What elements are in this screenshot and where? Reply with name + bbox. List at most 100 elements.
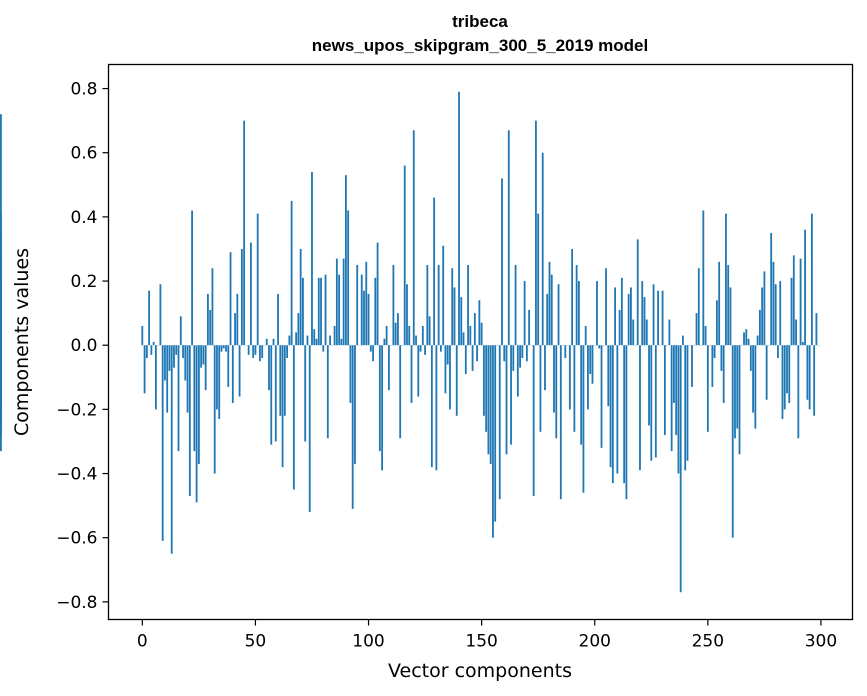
bar-component-12 bbox=[168, 345, 171, 371]
bar-component-22 bbox=[191, 210, 193, 346]
bar-component-194 bbox=[580, 345, 583, 445]
x-tick-label: 0 bbox=[137, 632, 148, 652]
bar-component-146 bbox=[471, 345, 474, 371]
bar-component-264 bbox=[738, 345, 741, 455]
x-axis-label: Vector components bbox=[388, 660, 572, 682]
bar-component-107 bbox=[383, 338, 386, 346]
bar-component-155 bbox=[492, 345, 494, 538]
bar-component-14 bbox=[173, 345, 175, 368]
bar-component-48 bbox=[249, 242, 252, 346]
bar-component-266 bbox=[743, 332, 745, 346]
bar-component-69 bbox=[297, 313, 300, 346]
bar-component-262 bbox=[734, 345, 736, 439]
bar-component-33 bbox=[216, 345, 218, 410]
bar-component-93 bbox=[351, 345, 354, 509]
bar-component-171 bbox=[528, 309, 531, 346]
bar-component-279 bbox=[772, 261, 775, 346]
bar-component-3 bbox=[148, 290, 151, 346]
bar-component-199 bbox=[591, 345, 594, 384]
bar-component-88 bbox=[340, 338, 343, 346]
bar-component-129 bbox=[433, 197, 436, 346]
bar-component-124 bbox=[421, 325, 424, 346]
bar-component-123 bbox=[419, 345, 422, 352]
x-tick-label: 200 bbox=[579, 632, 611, 652]
bar-component-257 bbox=[722, 345, 725, 403]
bar-component-170 bbox=[525, 345, 528, 362]
bar-component-294 bbox=[806, 345, 809, 400]
y-axis-ticks: −0.8 −0.6 −0.4 −0.2 0.0 0.2 0.4 0.6 0.8 bbox=[56, 80, 109, 613]
bar-component-132 bbox=[440, 345, 442, 352]
bar-component-92 bbox=[349, 345, 352, 403]
bar-component-150 bbox=[480, 322, 483, 346]
bar-component-122 bbox=[417, 345, 420, 397]
bar-component-108 bbox=[385, 325, 388, 346]
bar-component-11 bbox=[166, 345, 169, 413]
bar-component-31 bbox=[211, 268, 214, 346]
x-tick-label: 150 bbox=[465, 632, 497, 652]
bar-component-21 bbox=[188, 345, 191, 496]
bar-component-131 bbox=[437, 265, 440, 346]
bar-component-245 bbox=[695, 313, 698, 346]
bar-component-252 bbox=[711, 345, 714, 387]
bar-component-231 bbox=[663, 345, 666, 436]
bar-component-140 bbox=[458, 91, 460, 346]
bar-component-178 bbox=[544, 345, 546, 391]
bar-component-95 bbox=[356, 265, 359, 346]
bar-component-274 bbox=[761, 287, 764, 346]
bar-component-147 bbox=[473, 313, 476, 346]
y-tick-label: −0.4 bbox=[56, 465, 97, 485]
bar-component-280 bbox=[774, 284, 777, 346]
bar-component-25 bbox=[197, 345, 200, 464]
bar-component-151 bbox=[482, 345, 485, 416]
bar-component-53 bbox=[261, 345, 264, 359]
bar-component-293 bbox=[804, 229, 807, 346]
bar-component-206 bbox=[607, 345, 610, 407]
bar-component-78 bbox=[317, 277, 320, 346]
bar-component-285 bbox=[786, 345, 788, 394]
bar-component-34 bbox=[218, 345, 221, 419]
bar-component-246 bbox=[697, 268, 700, 346]
bar-component-15 bbox=[175, 345, 178, 355]
bar-component-216 bbox=[630, 287, 632, 346]
bar-component-224 bbox=[648, 345, 650, 426]
bar-component-134 bbox=[444, 345, 447, 394]
bar-component-207 bbox=[609, 345, 612, 468]
bar-component-57 bbox=[270, 345, 273, 445]
bar-component-212 bbox=[620, 277, 623, 346]
bar-component-193 bbox=[578, 281, 580, 346]
bar-component-208 bbox=[611, 345, 614, 484]
bar-component-52 bbox=[259, 345, 261, 362]
bar-component-1 bbox=[143, 345, 146, 394]
bar-component-6 bbox=[154, 345, 157, 410]
bar-component-66 bbox=[290, 200, 293, 346]
bar-component-26 bbox=[200, 345, 203, 368]
bar-component-259 bbox=[727, 265, 730, 346]
bar-component-91 bbox=[347, 210, 350, 346]
bar-component-176 bbox=[539, 345, 542, 432]
bar-component-42 bbox=[236, 293, 239, 346]
x-tick-label: 250 bbox=[692, 632, 724, 652]
bar-component-197 bbox=[587, 345, 589, 410]
bar-component-235 bbox=[673, 345, 675, 403]
bar-component-196 bbox=[584, 325, 587, 346]
bar-component-71 bbox=[302, 277, 304, 346]
bar-component-103 bbox=[374, 277, 377, 346]
bar-component-241 bbox=[686, 345, 689, 461]
bar-component-59 bbox=[274, 345, 277, 442]
bar-component-165 bbox=[514, 265, 517, 346]
bar-component-17 bbox=[179, 316, 182, 346]
bar-component-51 bbox=[256, 213, 259, 346]
bar-component-121 bbox=[415, 335, 417, 346]
bar-component-29 bbox=[207, 293, 209, 346]
bar-component-101 bbox=[369, 345, 372, 352]
bar-component-27 bbox=[202, 345, 205, 365]
bar-component-68 bbox=[295, 332, 298, 346]
bar-component-2 bbox=[145, 345, 148, 359]
bar-component-167 bbox=[519, 345, 521, 368]
bar-component-271 bbox=[754, 345, 757, 429]
bar-component-258 bbox=[725, 213, 727, 346]
bar-component-278 bbox=[770, 232, 773, 346]
bar-component-153 bbox=[487, 345, 490, 455]
bar-component-268 bbox=[747, 338, 750, 346]
bar-component-112 bbox=[394, 322, 397, 346]
